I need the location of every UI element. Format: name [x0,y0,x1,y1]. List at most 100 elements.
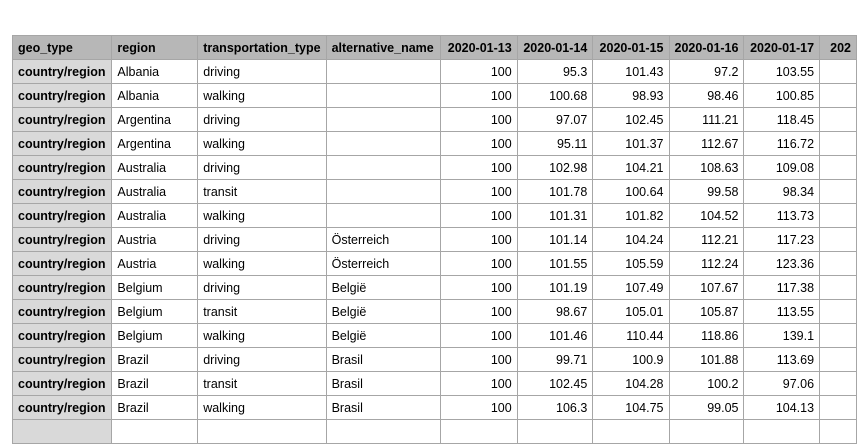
table-cell[interactable] [819,275,857,300]
table-cell[interactable]: country/region [11,107,113,132]
table-cell[interactable]: country/region [11,179,113,204]
table-cell[interactable] [819,227,857,252]
table-cell[interactable]: 100 [439,83,518,108]
table-cell[interactable]: 118.45 [743,107,821,132]
table-cell[interactable]: 100 [439,227,518,252]
table-cell[interactable]: 105.59 [592,251,670,276]
table-cell[interactable]: 101.14 [516,227,594,252]
table-cell[interactable]: driving [197,107,327,132]
table-cell[interactable]: Brasil [325,347,441,372]
table-cell[interactable]: 123.36 [743,251,821,276]
table-cell[interactable]: driving [197,347,327,372]
table-cell[interactable]: 100 [439,395,518,420]
table-cell[interactable]: 99.58 [668,179,745,204]
table-cell[interactable]: Brazil [111,371,199,396]
column-header[interactable]: 2020-01-13 [439,35,518,60]
table-cell[interactable]: 101.88 [668,347,745,372]
table-cell[interactable]: 103.55 [743,59,821,84]
table-cell[interactable]: country/region [11,227,113,252]
table-cell[interactable]: 100 [439,323,518,348]
table-cell[interactable]: walking [197,203,327,228]
table-cell[interactable]: 99.05 [668,395,745,420]
table-cell[interactable] [819,347,857,372]
table-cell[interactable] [325,83,441,108]
table-cell[interactable]: 105.01 [592,299,670,324]
table-cell[interactable]: country/region [11,299,113,324]
table-cell[interactable]: driving [197,227,327,252]
table-cell[interactable]: walking [197,131,327,156]
table-cell[interactable]: 98.46 [668,83,745,108]
table-cell[interactable]: 98.34 [743,179,821,204]
table-cell[interactable] [439,419,518,444]
table-cell[interactable]: transit [197,179,327,204]
table-cell[interactable]: Argentina [111,131,199,156]
table-cell[interactable] [516,419,594,444]
column-header[interactable]: 202 [819,35,857,60]
table-cell[interactable]: 100.85 [743,83,821,108]
table-cell[interactable] [592,419,670,444]
table-cell[interactable] [325,203,441,228]
table-cell[interactable]: 104.75 [592,395,670,420]
table-cell[interactable]: country/region [11,131,113,156]
table-cell[interactable]: 113.69 [743,347,821,372]
table-cell[interactable] [819,251,857,276]
column-header[interactable]: alternative_name [325,35,441,60]
table-cell[interactable]: 104.28 [592,371,670,396]
table-cell[interactable]: 100.68 [516,83,594,108]
table-cell[interactable]: 102.45 [592,107,670,132]
table-cell[interactable]: country/region [11,203,113,228]
table-cell[interactable]: 101.19 [516,275,594,300]
table-cell[interactable]: Austria [111,251,199,276]
table-cell[interactable]: Belgium [111,299,199,324]
table-cell[interactable]: Australia [111,203,199,228]
table-cell[interactable]: 100.64 [592,179,670,204]
table-cell[interactable]: Belgium [111,275,199,300]
table-cell[interactable] [819,419,857,444]
table-cell[interactable] [819,371,857,396]
table-cell[interactable]: walking [197,323,327,348]
table-cell[interactable]: 97.2 [668,59,745,84]
table-cell[interactable]: 101.82 [592,203,670,228]
table-cell[interactable] [819,107,857,132]
table-cell[interactable]: Brasil [325,371,441,396]
table-cell[interactable]: 107.67 [668,275,745,300]
table-cell[interactable] [325,59,441,84]
table-cell[interactable]: 101.46 [516,323,594,348]
table-cell[interactable]: 101.78 [516,179,594,204]
table-cell[interactable] [819,395,857,420]
table-cell[interactable] [325,107,441,132]
table-cell[interactable]: country/region [11,155,113,180]
table-cell[interactable] [819,323,857,348]
table-cell[interactable]: Albania [111,83,199,108]
table-cell[interactable]: walking [197,395,327,420]
table-cell[interactable]: Albania [111,59,199,84]
column-header[interactable]: 2020-01-14 [516,35,594,60]
table-cell[interactable]: 100 [439,251,518,276]
table-cell[interactable]: country/region [11,59,113,84]
table-cell[interactable]: 113.55 [743,299,821,324]
table-cell[interactable]: 100 [439,107,518,132]
table-cell[interactable]: 101.55 [516,251,594,276]
table-cell[interactable]: 100 [439,299,518,324]
table-cell[interactable]: 101.43 [592,59,670,84]
column-header[interactable]: geo_type [11,35,113,60]
table-cell[interactable] [819,83,857,108]
table-cell[interactable]: Österreich [325,227,441,252]
table-cell[interactable]: Argentina [111,107,199,132]
table-cell[interactable]: 117.23 [743,227,821,252]
table-cell[interactable]: 100 [439,155,518,180]
table-cell[interactable]: country/region [11,83,113,108]
table-cell[interactable] [11,419,113,444]
table-cell[interactable]: 104.21 [592,155,670,180]
table-cell[interactable]: 106.3 [516,395,594,420]
table-cell[interactable]: 117.38 [743,275,821,300]
table-cell[interactable] [325,155,441,180]
table-cell[interactable] [819,59,857,84]
table-cell[interactable]: Brazil [111,347,199,372]
table-cell[interactable]: 97.07 [516,107,594,132]
column-header[interactable]: region [111,35,199,60]
table-cell[interactable]: country/region [11,251,113,276]
table-cell[interactable]: Belgium [111,323,199,348]
table-cell[interactable]: België [325,275,441,300]
table-cell[interactable]: 98.93 [592,83,670,108]
